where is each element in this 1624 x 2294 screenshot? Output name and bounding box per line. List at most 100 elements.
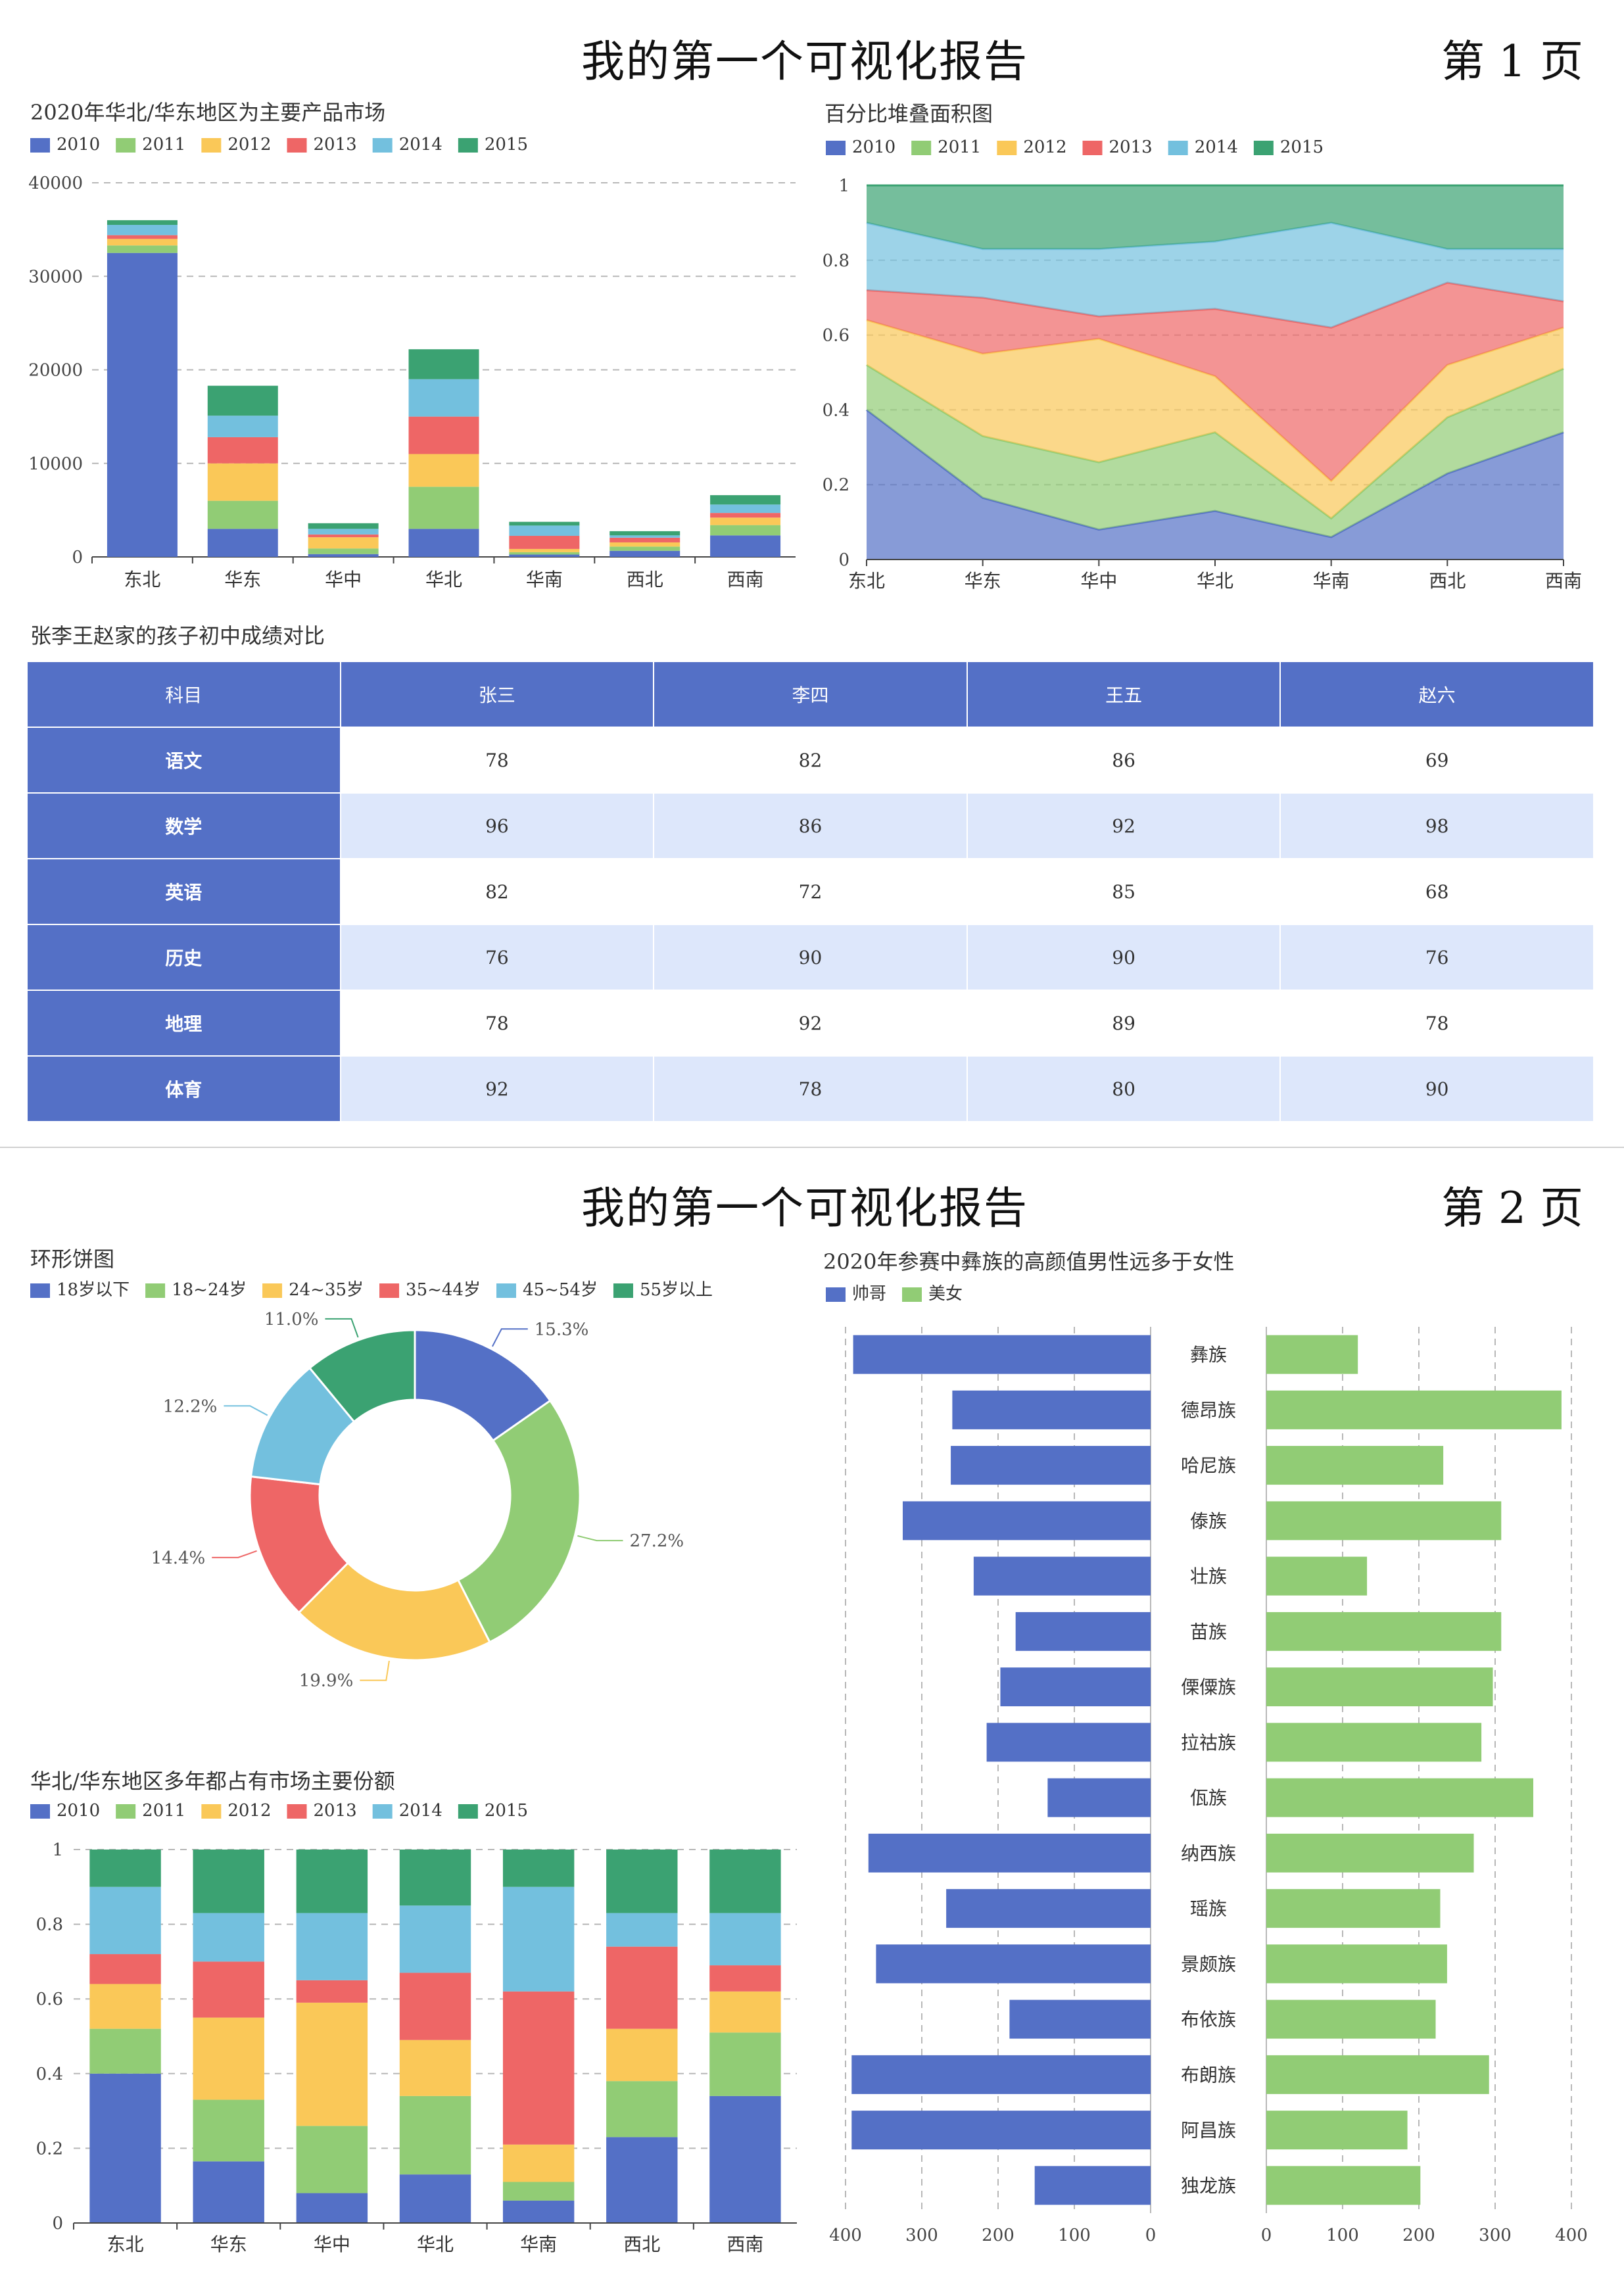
- bar-segment: [408, 379, 479, 417]
- x-tick-label: 华北: [1197, 570, 1233, 592]
- bar-left: [851, 2055, 1151, 2094]
- x-tick-label: 300: [1479, 2226, 1512, 2245]
- x-tick-label: 华东: [210, 2234, 247, 2255]
- table-row-header: 语文: [26, 727, 341, 794]
- bar-left: [1034, 2166, 1151, 2205]
- table-row-header: 地理: [26, 990, 341, 1057]
- legend-swatch: [1253, 141, 1274, 155]
- donut-label-line: [224, 1405, 268, 1416]
- table-cell: 92: [339, 1055, 655, 1122]
- table-row-header: 体育: [26, 1055, 341, 1122]
- x-tick-label: 东北: [848, 570, 885, 592]
- bar-segment: [207, 437, 278, 464]
- legend-swatch: [116, 138, 136, 153]
- legend-swatch: [372, 138, 393, 153]
- bar-segment: [399, 1972, 471, 2040]
- legend-swatch: [458, 1804, 478, 1819]
- bar-segment: [606, 1850, 678, 1913]
- bar-segment: [308, 523, 379, 529]
- legend-label: 2012: [227, 1801, 271, 1821]
- bar-segment: [207, 463, 278, 501]
- bar-right: [1266, 2166, 1421, 2205]
- table-row: 地理 78 92 89 78: [26, 990, 1594, 1057]
- bar-segment: [709, 2095, 781, 2223]
- bar-segment: [308, 548, 379, 554]
- donut-slice-label: 19.9%: [299, 1671, 354, 1691]
- bar-left: [876, 1944, 1151, 1984]
- legend-label: 2015: [485, 1801, 528, 1821]
- percent-bar-chart: 2010 2011 2012 2013 2014 2015 0 0.2 0.4 0.6 0.8 1 东北…: [30, 1801, 797, 2255]
- category-label: 布依族: [1181, 2009, 1236, 2030]
- legend-label: 2011: [142, 135, 185, 155]
- donut-label-line: [212, 1550, 257, 1558]
- legend-label: 2011: [142, 1801, 185, 1821]
- bar-right: [1266, 1335, 1358, 1374]
- bar-right: [1266, 2111, 1408, 2150]
- y-tick-label: 0.2: [36, 2139, 63, 2159]
- bar-right: [1266, 1778, 1533, 1817]
- bar-segment: [193, 2099, 264, 2162]
- page-title-1: 我的第一个可视化报告: [581, 36, 1028, 87]
- bar-segment: [709, 1913, 781, 1966]
- bar-segment: [502, 1991, 575, 2145]
- legend-label: 2014: [399, 135, 442, 155]
- x-tick-label: 东北: [107, 2234, 144, 2255]
- donut-label-line: [325, 1318, 359, 1338]
- bar-right: [1266, 1889, 1441, 1928]
- x-tick-label: 西北: [623, 2234, 660, 2255]
- legend-label: 45~54岁: [523, 1280, 598, 1300]
- legend-swatch: [496, 1283, 516, 1298]
- category-label: 哈尼族: [1181, 1455, 1236, 1477]
- bar-segment: [296, 2002, 368, 2126]
- bar-right: [1266, 1833, 1474, 1873]
- bar-segment: [710, 504, 781, 514]
- bar-segment: [207, 416, 278, 437]
- bar-segment: [207, 500, 278, 529]
- legend-swatch: [1168, 141, 1188, 155]
- category-label: 佤族: [1190, 1787, 1227, 1809]
- bar-segment: [296, 2126, 368, 2193]
- percent-bar-title: 华北/华东地区多年都占有市场主要份额: [30, 1769, 395, 1794]
- legend-label: 2010: [57, 135, 100, 155]
- bar-segment: [710, 535, 781, 557]
- x-tick-label: 华北: [417, 2234, 454, 2255]
- y-tick-label: 0: [52, 2214, 63, 2234]
- bar-segment: [502, 2200, 575, 2223]
- table-row-header: 数学: [26, 792, 341, 859]
- legend-label: 2012: [227, 135, 271, 155]
- table-header-cell: 赵六: [1279, 661, 1594, 728]
- legend-swatch: [372, 1804, 393, 1819]
- table-cell: 76: [339, 924, 655, 991]
- bar-segment: [710, 495, 781, 505]
- bar-segment: [606, 1946, 678, 2029]
- bar-segment: [408, 529, 479, 557]
- table-cell: 68: [1279, 858, 1594, 925]
- bar-left: [868, 1833, 1151, 1873]
- table-header-cell: 王五: [966, 661, 1281, 728]
- bar-segment: [710, 525, 781, 536]
- y-tick-label: 0: [838, 550, 849, 570]
- bar-segment: [193, 1850, 264, 1913]
- y-tick-label: 1: [52, 1840, 63, 1860]
- y-tick-label: 1: [838, 176, 849, 196]
- donut-slice: [414, 1329, 552, 1443]
- table-cell: 86: [653, 792, 968, 859]
- x-tick-label: 华中: [1080, 570, 1117, 592]
- bar-segment: [408, 416, 479, 454]
- area-series: [867, 282, 1564, 481]
- bar-left: [851, 2111, 1151, 2150]
- bar-segment: [502, 1886, 575, 1992]
- bar-left: [986, 1723, 1151, 1762]
- table-row: 语文 78 82 86 69: [26, 727, 1594, 794]
- bar-left: [973, 1556, 1151, 1596]
- area-series: [867, 365, 1564, 537]
- donut-slice: [456, 1399, 581, 1644]
- bar-segment: [89, 2073, 161, 2223]
- x-tick-label: 华南: [520, 2234, 557, 2255]
- legend-swatch: [826, 141, 846, 155]
- legend-swatch: [379, 1283, 400, 1298]
- table-row-header: 英语: [26, 858, 341, 925]
- donut-chart: 18岁以下 18~24岁 24~35岁 35~44岁 45~54岁 55岁以上 15.3% 2…: [30, 1280, 713, 1691]
- table-cell: 90: [1279, 1055, 1594, 1122]
- butterfly-title: 2020年参赛中彝族的高颜值男性远多于女性: [823, 1249, 1235, 1274]
